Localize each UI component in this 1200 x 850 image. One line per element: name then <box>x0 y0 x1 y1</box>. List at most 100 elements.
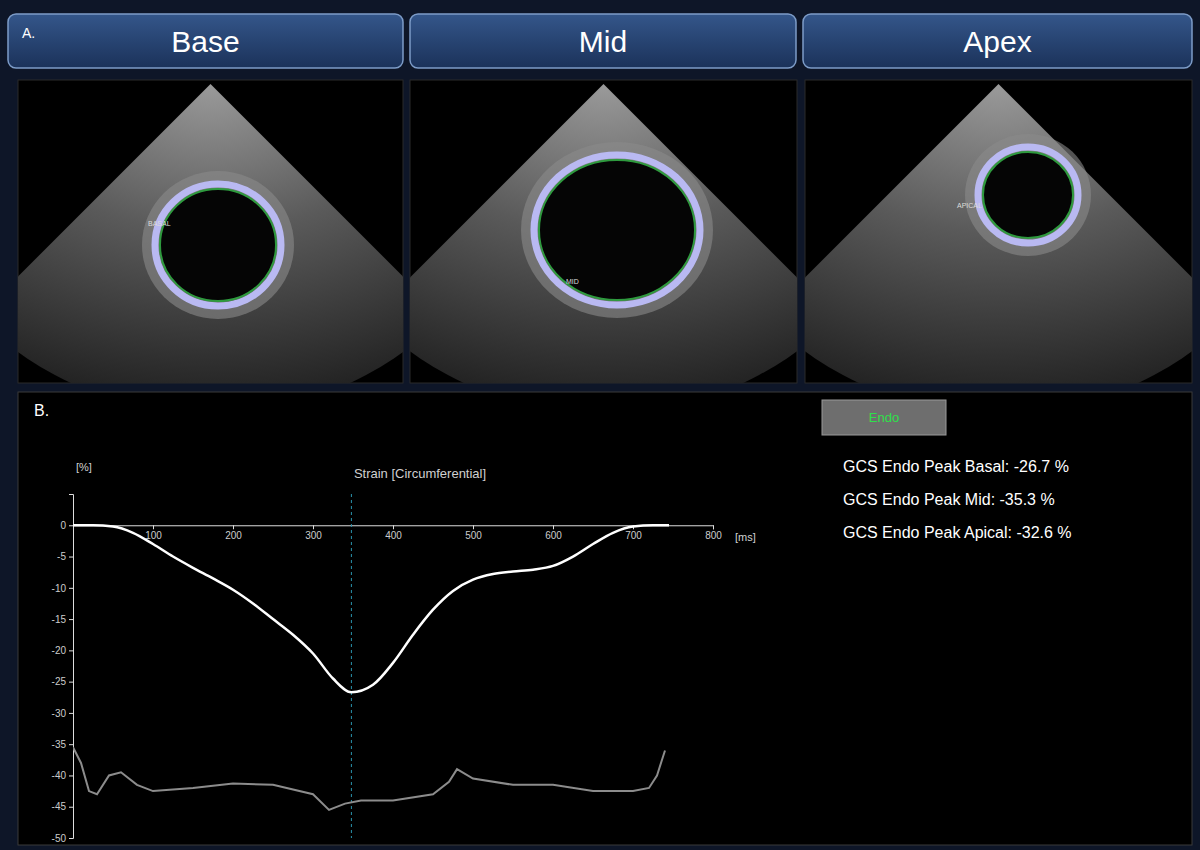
lv-cavity <box>539 160 695 300</box>
epicardial-contour <box>534 155 700 305</box>
tick-mark <box>69 588 73 589</box>
result-text: GCS Endo Peak Apical: -32.6 % <box>843 524 1072 541</box>
tick: -45 <box>52 801 73 812</box>
tick-label: -40 <box>52 770 67 781</box>
tick: -30 <box>52 708 73 719</box>
echo-image <box>410 84 797 383</box>
tick-label: -35 <box>52 739 67 750</box>
tick-label: 700 <box>625 530 642 541</box>
epicardial-contour <box>978 147 1078 243</box>
banner <box>803 14 1192 68</box>
tick-label: 200 <box>225 530 242 541</box>
tick-mark <box>69 775 73 776</box>
y-axis-label: [%] <box>76 461 92 473</box>
banner-title: Apex <box>963 25 1031 58</box>
tick: 100 <box>145 525 162 541</box>
echo-sector <box>805 84 1192 383</box>
view-tag: MID <box>566 278 579 285</box>
tick-mark <box>69 525 73 526</box>
tick: -10 <box>52 583 73 594</box>
tick-mark <box>69 807 73 808</box>
echo-sector <box>18 84 403 383</box>
tick-label: 300 <box>305 530 322 541</box>
tick-mark <box>553 525 554 529</box>
endocardial-contour <box>160 189 276 301</box>
tick-mark <box>69 744 73 745</box>
tick-label: 600 <box>545 530 562 541</box>
banner <box>410 14 796 68</box>
chart-title: Strain [Circumferential] <box>354 466 486 481</box>
tick-mark <box>69 682 73 683</box>
tick: 500 <box>465 525 482 541</box>
echo-image <box>18 84 403 383</box>
lv-cavity <box>160 189 276 301</box>
tick: 300 <box>305 525 322 541</box>
x-axis-label: [ms] <box>735 531 756 543</box>
view-tag: APICAL <box>957 202 982 209</box>
tick-label: -15 <box>52 614 67 625</box>
panel-label: B. <box>34 402 49 419</box>
tick-label: 400 <box>385 530 402 541</box>
panel-label: A. <box>22 25 35 41</box>
tick-mark <box>69 650 73 651</box>
tick: 0 <box>60 520 73 531</box>
axis-line <box>69 495 74 839</box>
tick-label: 500 <box>465 530 482 541</box>
epicardial-contour <box>155 184 281 306</box>
figure: BaseBASALMidMIDApexAPICALA.B.EndoGCS End… <box>0 0 1200 850</box>
tick-mark <box>233 525 234 529</box>
tick-mark <box>473 525 474 529</box>
tick: -5 <box>57 551 73 562</box>
tick-label: 800 <box>705 530 722 541</box>
result-text: GCS Endo Peak Basal: -26.7 % <box>843 458 1069 475</box>
tick-mark <box>69 838 73 839</box>
tick-mark <box>153 525 154 529</box>
tick-mark <box>69 619 73 620</box>
tick-label: -20 <box>52 645 67 656</box>
tick: 600 <box>545 525 562 541</box>
endocardial-contour <box>983 152 1073 238</box>
tick: -35 <box>52 739 73 750</box>
endocardial-contour <box>539 160 695 300</box>
tick-mark <box>393 525 394 529</box>
tick: -20 <box>52 645 73 656</box>
tick-label: -45 <box>52 801 67 812</box>
strain-chart: 0 -5 -10 -15 -20 -25 -30 -35 -40 -45 -50 100 200 300 4… <box>52 461 756 844</box>
myocardium <box>965 134 1091 256</box>
tick: -40 <box>52 770 73 781</box>
myocardium <box>142 171 294 319</box>
panel-b-background <box>18 392 1192 845</box>
tick-label: -25 <box>52 676 67 687</box>
tick: 400 <box>385 525 402 541</box>
tick-mark <box>69 713 73 714</box>
tick: -15 <box>52 614 73 625</box>
tick-label: -5 <box>57 551 66 562</box>
y-axis: 0 -5 -10 -15 -20 -25 -30 -35 -40 -45 -50 <box>52 495 74 844</box>
result-text: GCS Endo Peak Mid: -35.3 % <box>843 491 1055 508</box>
banner-title: Mid <box>579 25 627 58</box>
echo-sector <box>410 84 797 383</box>
panel-b: B. Endo GCS Endo Peak Basal: -26.7 % GCS En… <box>18 392 1192 845</box>
banner-title: Base <box>171 25 239 58</box>
ecg-trace <box>73 747 665 810</box>
tick: 200 <box>225 525 242 541</box>
myocardium <box>521 142 713 318</box>
mode-button <box>822 400 946 435</box>
tick-label: -30 <box>52 708 67 719</box>
tick-label: -10 <box>52 583 67 594</box>
plot-area <box>73 494 669 838</box>
tick: 800 <box>705 525 722 541</box>
panel-a: BaseBASALMidMIDApexAPICALA. <box>0 14 1200 414</box>
tick: -50 <box>52 833 73 844</box>
echo-image <box>805 84 1192 383</box>
tick-mark <box>69 557 73 558</box>
cursor-line <box>351 494 352 838</box>
tick-mark <box>313 525 314 529</box>
tick-label: 0 <box>60 520 66 531</box>
mode-label: Endo <box>869 410 899 425</box>
axis-line <box>74 526 714 530</box>
tick-label: -50 <box>52 833 67 844</box>
banner <box>8 14 403 68</box>
tick: -25 <box>52 676 73 687</box>
strain-curve <box>73 525 669 692</box>
